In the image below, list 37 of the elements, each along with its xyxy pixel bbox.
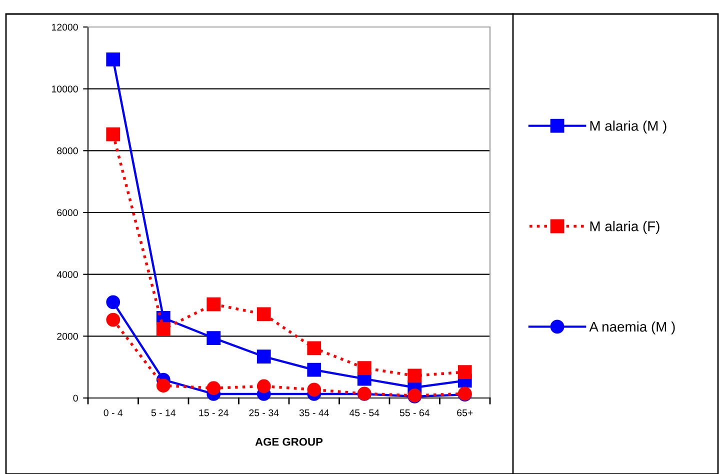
point	[106, 312, 120, 327]
y-tick-label: 4000	[56, 271, 78, 278]
legend-label: M alaria (M )	[590, 120, 666, 134]
y-tick-label: 10000	[52, 86, 78, 92]
x-tick-label: 25 - 34	[249, 409, 279, 416]
point	[156, 378, 170, 393]
y-tick-label: 2000	[57, 332, 78, 340]
point	[357, 361, 372, 375]
point	[206, 381, 221, 396]
point	[106, 295, 120, 310]
point	[206, 297, 221, 312]
point	[256, 350, 271, 364]
x-axis-title: AGE GROUP	[255, 438, 323, 446]
y-tick-label: 0	[73, 394, 78, 402]
x-tick-label: 0 - 4	[104, 409, 123, 416]
point	[256, 307, 271, 322]
point	[408, 368, 422, 383]
point	[106, 52, 120, 66]
y-tick-label: 8000	[57, 147, 78, 154]
x-tick-label: 5 - 14	[151, 409, 176, 416]
y-tick-label: 12000	[52, 24, 78, 31]
x-tick-label: 35 - 44	[299, 409, 329, 416]
point	[307, 382, 322, 397]
point	[256, 379, 271, 394]
point	[106, 127, 120, 142]
point	[307, 362, 322, 377]
x-tick-label: 45 - 54	[349, 409, 380, 416]
legend-label: M alaria (F)	[590, 221, 660, 234]
x-tick-label: 55 - 64	[400, 409, 430, 416]
point	[458, 365, 472, 379]
x-tick-label: 15 - 24	[199, 409, 228, 416]
point	[206, 331, 221, 345]
point	[156, 322, 170, 336]
point	[307, 341, 322, 356]
x-tick-label: 65+	[457, 409, 473, 416]
y-tick-label: 6000	[57, 209, 78, 216]
legend-label: A naemia (M )	[589, 321, 675, 334]
